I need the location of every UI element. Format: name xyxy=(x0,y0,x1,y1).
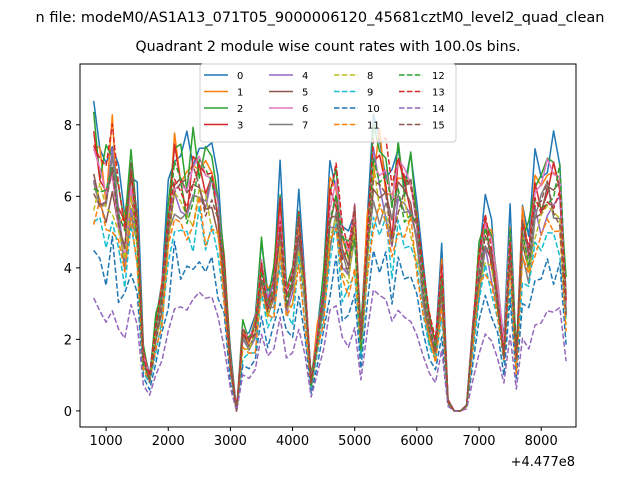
legend-label-10: 10 xyxy=(367,104,380,115)
axes: 1000 2000 3000 4000 5000 6000 7000 8000 0 2 4 6 8 xyxy=(64,63,577,449)
series-line-11 xyxy=(92,195,567,412)
plot-lines xyxy=(92,100,567,412)
x-tick-label: 4000 xyxy=(276,434,309,449)
series-line-8 xyxy=(92,161,567,412)
legend-label-11: 11 xyxy=(367,121,380,132)
x-tick-label: 5000 xyxy=(338,434,371,449)
x-tick-label: 2000 xyxy=(152,434,185,449)
y-tick-label: 4 xyxy=(64,262,72,277)
legend-label-8: 8 xyxy=(367,71,373,82)
y-tick-label: 8 xyxy=(64,119,72,134)
chart-title: Quadrant 2 module wise count rates with … xyxy=(135,39,520,55)
legend-label-9: 9 xyxy=(367,88,373,99)
figure-suptitle: n file: modeM0/AS1A13_071T05_9000006120_… xyxy=(36,10,605,26)
series-line-12 xyxy=(93,157,567,412)
series-line-3 xyxy=(92,131,567,412)
x-tick-label: 7000 xyxy=(462,434,495,449)
x-tick-label: 6000 xyxy=(400,434,433,449)
y-tick-label: 2 xyxy=(64,333,72,348)
y-tick-label: 6 xyxy=(64,190,72,205)
legend-label-3: 3 xyxy=(237,121,243,132)
legend-label-0: 0 xyxy=(237,71,243,82)
x-tick-label: 8000 xyxy=(525,434,558,449)
legend-label-14: 14 xyxy=(432,104,445,115)
legend-label-4: 4 xyxy=(302,71,308,82)
legend-label-7: 7 xyxy=(302,121,308,132)
x-offset-label: +4.477e8 xyxy=(511,455,575,470)
series-line-9 xyxy=(93,205,567,412)
legend-label-6: 6 xyxy=(302,104,308,115)
legend-frame xyxy=(199,63,457,143)
series-line-10 xyxy=(93,235,567,412)
x-tick-label: 1000 xyxy=(90,434,123,449)
legend-label-2: 2 xyxy=(237,104,243,115)
series-line-15 xyxy=(93,162,567,412)
legend-label-1: 1 xyxy=(237,88,243,99)
legend-label-5: 5 xyxy=(302,88,308,99)
y-tick-label: 0 xyxy=(64,405,72,420)
x-tick-label: 3000 xyxy=(214,434,247,449)
legend-label-15: 15 xyxy=(432,121,445,132)
legend-label-13: 13 xyxy=(432,88,445,99)
series-line-13 xyxy=(93,123,567,412)
legend-label-12: 12 xyxy=(432,71,445,82)
series-line-14 xyxy=(93,288,567,412)
